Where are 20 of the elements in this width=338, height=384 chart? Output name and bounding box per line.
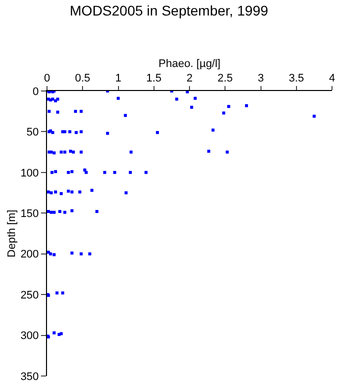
y-tick-label: 0 <box>32 86 39 98</box>
x-tick-label: 4 <box>328 72 336 85</box>
x-tick-label: 3 <box>258 72 264 85</box>
x-tick-label: 0 <box>44 72 50 85</box>
x-tick-label: 0.5 <box>74 72 90 85</box>
x-tick-label: 2 <box>186 72 193 85</box>
y-tick-label: 250 <box>20 289 39 302</box>
x-tick-label: 3.5 <box>288 72 304 85</box>
y-axis-title: Depth [m] <box>6 210 18 258</box>
y-tick-label: 300 <box>20 330 39 342</box>
y-tick-label: 50 <box>26 126 39 139</box>
y-tick-label: 150 <box>20 208 39 220</box>
y-tick-label: 200 <box>20 248 39 261</box>
y-tick-label: 100 <box>20 167 39 180</box>
chart-title: MODS2005 in September, 1999 <box>70 2 268 19</box>
x-axis-title: Phaeo. [µg/l] <box>158 58 220 70</box>
x-tick-label: 1.5 <box>146 72 162 85</box>
x-tick-label: 2.5 <box>217 72 233 85</box>
y-tick-label: 350 <box>20 370 39 383</box>
x-tick-label: 1 <box>115 72 122 85</box>
